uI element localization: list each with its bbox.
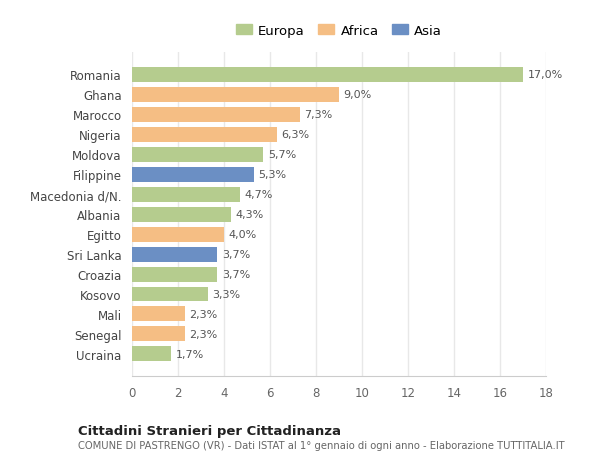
Bar	[132, 107, 300, 123]
Text: 3,3%: 3,3%	[212, 289, 241, 299]
Text: 1,7%: 1,7%	[176, 349, 204, 359]
Text: 5,7%: 5,7%	[268, 150, 296, 160]
Text: 17,0%: 17,0%	[527, 70, 563, 80]
Text: 4,0%: 4,0%	[229, 230, 257, 240]
Text: 5,3%: 5,3%	[259, 170, 287, 179]
Bar	[132, 307, 185, 322]
Bar	[132, 187, 240, 202]
Text: 3,7%: 3,7%	[222, 269, 250, 280]
Bar	[132, 127, 277, 142]
Bar	[132, 347, 171, 362]
Text: 7,3%: 7,3%	[305, 110, 333, 120]
Text: 9,0%: 9,0%	[344, 90, 372, 100]
Legend: Europa, Africa, Asia: Europa, Africa, Asia	[232, 21, 446, 41]
Text: 4,3%: 4,3%	[235, 210, 264, 219]
Bar	[132, 67, 523, 83]
Text: 3,7%: 3,7%	[222, 250, 250, 259]
Text: 6,3%: 6,3%	[281, 130, 310, 140]
Bar	[132, 287, 208, 302]
Bar	[132, 227, 224, 242]
Bar	[132, 167, 254, 182]
Text: Cittadini Stranieri per Cittadinanza: Cittadini Stranieri per Cittadinanza	[78, 425, 341, 437]
Text: 2,3%: 2,3%	[190, 329, 218, 339]
Bar	[132, 247, 217, 262]
Text: 4,7%: 4,7%	[245, 190, 273, 200]
Bar	[132, 267, 217, 282]
Bar	[132, 327, 185, 342]
Bar	[132, 207, 231, 222]
Text: COMUNE DI PASTRENGO (VR) - Dati ISTAT al 1° gennaio di ogni anno - Elaborazione : COMUNE DI PASTRENGO (VR) - Dati ISTAT al…	[78, 440, 565, 450]
Bar	[132, 87, 339, 102]
Bar	[132, 147, 263, 162]
Text: 2,3%: 2,3%	[190, 309, 218, 319]
